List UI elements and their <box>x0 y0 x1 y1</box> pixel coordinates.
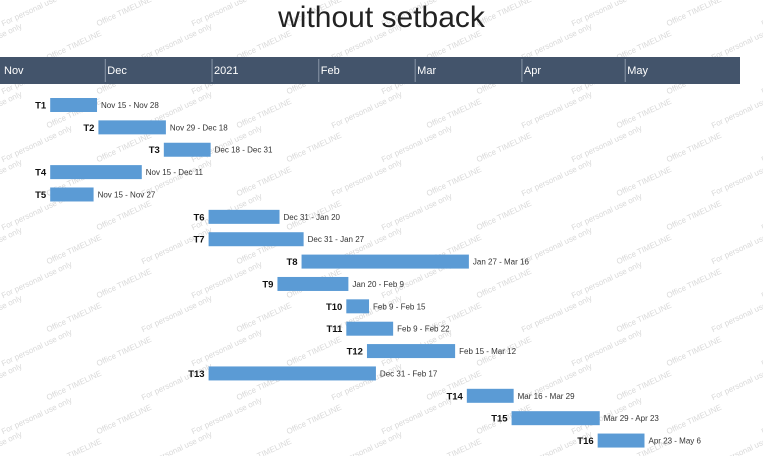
task-date-label: Nov 29 - Dec 18 <box>170 123 228 132</box>
task-name-label: T10 <box>326 302 342 313</box>
task-name-label: T3 <box>149 145 160 156</box>
task-date-label: Feb 9 - Feb 15 <box>373 302 426 311</box>
task-name-label: T15 <box>491 414 508 425</box>
task-date-label: Nov 15 - Nov 27 <box>98 190 156 199</box>
task-bar <box>597 433 645 448</box>
task-bar <box>511 411 600 426</box>
task-bar <box>50 165 142 180</box>
timescale-label-feb: Feb <box>321 65 340 77</box>
task-bar <box>301 254 469 269</box>
chart-title: without setback <box>278 1 485 34</box>
task-bar <box>208 232 304 247</box>
task-bar <box>208 366 376 381</box>
task-bar <box>50 98 98 112</box>
task-date-label: Dec 31 - Jan 20 <box>284 213 341 222</box>
task-date-label: Jan 27 - Mar 16 <box>473 258 530 267</box>
task-bar <box>163 142 211 157</box>
timescale-label-nov: Nov <box>4 65 24 77</box>
task-date-label: Mar 16 - Mar 29 <box>518 392 575 401</box>
task-name-label: T1 <box>35 101 47 112</box>
timescale-label-mar: Mar <box>417 65 436 77</box>
task-date-label: Mar 29 - Apr 23 <box>604 414 660 423</box>
task-bar <box>346 299 370 314</box>
task-date-label: Apr 23 - May 6 <box>648 437 701 446</box>
timescale-label-2021: 2021 <box>214 65 238 77</box>
timescale-label-apr: Apr <box>524 65 541 77</box>
task-name-label: T8 <box>286 257 297 268</box>
task-name-label: T9 <box>262 279 273 290</box>
task-date-label: Nov 15 - Nov 28 <box>101 101 159 110</box>
timescale-label-may: May <box>627 65 648 77</box>
task-name-label: T11 <box>326 324 343 335</box>
task-bar <box>98 120 166 135</box>
task-date-label: Jan 20 - Feb 9 <box>352 280 404 289</box>
task-bar <box>208 209 280 224</box>
task-bar <box>366 344 456 359</box>
task-date-label: Dec 18 - Dec 31 <box>215 146 273 155</box>
task-date-label: Nov 15 - Dec 11 <box>146 168 204 177</box>
task-name-label: T12 <box>347 347 363 358</box>
timescale-label-dec: Dec <box>107 65 127 77</box>
task-name-label: T16 <box>577 436 593 447</box>
task-name-label: T6 <box>193 212 204 223</box>
task-name-label: T4 <box>35 168 47 179</box>
task-date-label: Dec 31 - Feb 17 <box>380 369 438 378</box>
task-name-label: T14 <box>446 391 463 402</box>
task-bar <box>50 187 94 202</box>
timescale-band <box>0 57 740 84</box>
task-bar <box>466 388 514 403</box>
task-date-label: Dec 31 - Jan 27 <box>308 235 365 244</box>
task-name-label: T13 <box>188 369 204 380</box>
task-bar <box>346 321 394 336</box>
task-date-label: Feb 15 - Mar 12 <box>459 347 516 356</box>
task-date-label: Feb 9 - Feb 22 <box>397 325 450 334</box>
task-bar <box>277 276 349 291</box>
task-name-label: T2 <box>83 123 94 134</box>
task-name-label: T5 <box>35 190 47 201</box>
task-name-label: T7 <box>193 235 204 246</box>
